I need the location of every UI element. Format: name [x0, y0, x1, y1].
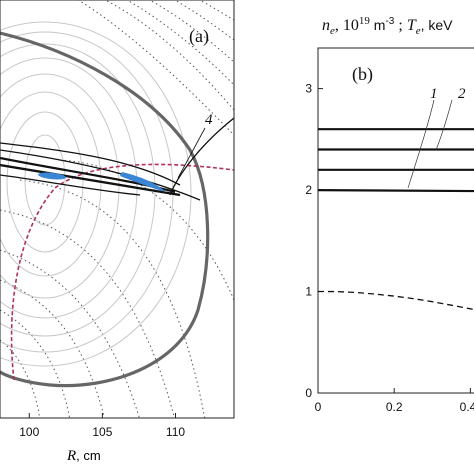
panel-b-series [317, 128, 474, 311]
panel-a: 4 (a) 100 105 110 R, cm [0, 0, 235, 464]
x-tick-label-b: 0 [315, 400, 322, 414]
flux-surfaces [0, 21, 192, 367]
x-tick-label-b: 0.4 [460, 400, 474, 414]
field-lines-upper [77, 0, 234, 136]
series-line-4 [317, 189, 474, 193]
leader-4 [177, 127, 206, 179]
curve-label-2: 2 [458, 86, 466, 102]
panel-a-frame [0, 0, 235, 419]
panel-b-frame [317, 47, 474, 394]
panel-b-x-ticks: 0 0.2 0.4 [315, 388, 474, 414]
curve-label-1: 1 [430, 86, 438, 102]
x-tick-label-a: 110 [166, 425, 185, 439]
x-tick-label-a: 100 [19, 425, 39, 439]
series-line-5 [317, 290, 474, 311]
y-tick-label-b: 0 [305, 386, 312, 400]
launcher-line [169, 117, 234, 196]
x-tick-label-a: 105 [92, 425, 112, 439]
panel-a-x-ticks: 100 105 110 [19, 413, 185, 439]
x-tick-label-b: 0.2 [386, 400, 403, 414]
absorption-zones [38, 172, 166, 192]
resonance-curve [10, 163, 234, 381]
plasma-boundary [0, 31, 210, 388]
curve-label-4: 4 [205, 112, 213, 128]
panel-b-title: ne, 1019 m-3 ; Te, keV [322, 15, 453, 37]
field-lines-lower [0, 159, 234, 418]
panel-a-label: (a) [189, 26, 209, 47]
y-tick-label-b: 1 [305, 285, 312, 299]
y-tick-label-b: 2 [305, 183, 312, 197]
panel-b-label: (b) [352, 64, 373, 85]
curve-leaders [407, 99, 453, 189]
panel-a-xlabel: R, cm [66, 448, 101, 464]
y-tick-label-b: 3 [305, 82, 312, 96]
